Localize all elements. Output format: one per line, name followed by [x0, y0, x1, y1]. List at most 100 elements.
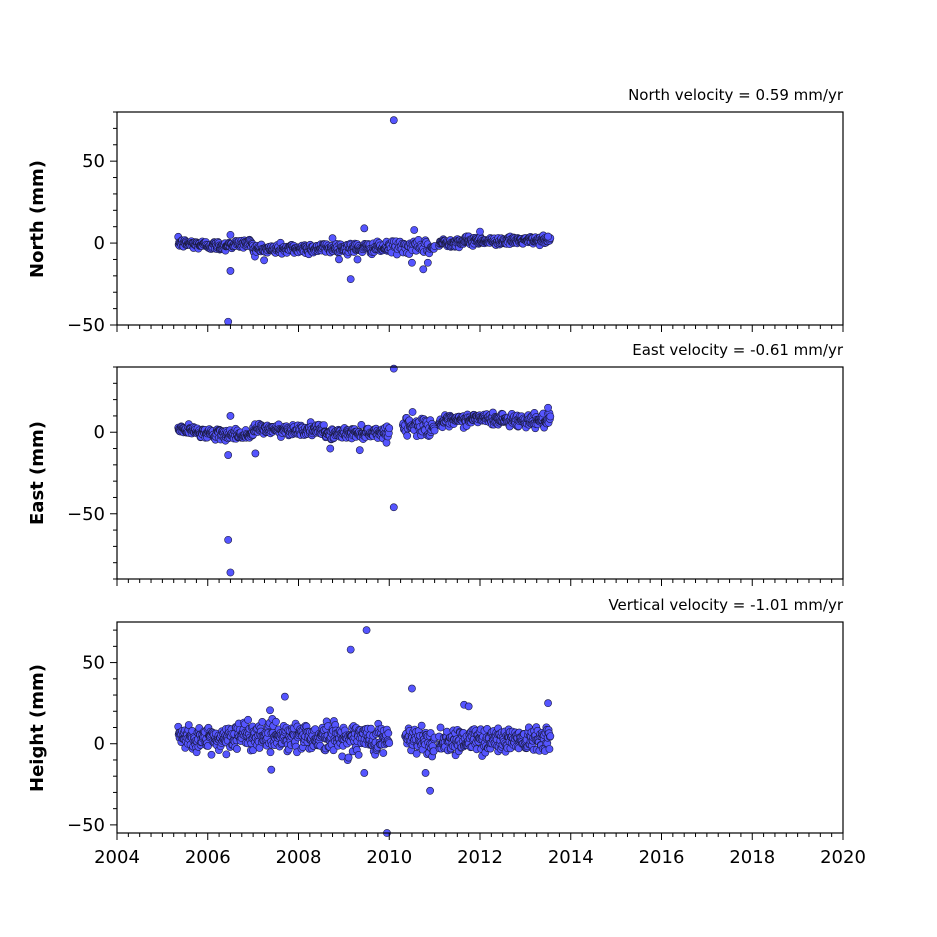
outlier-point	[360, 224, 369, 233]
outlier-point	[389, 503, 398, 512]
x-tick-label: 2020	[820, 847, 866, 868]
x-tick-label: 2016	[639, 847, 685, 868]
data-point	[408, 408, 417, 416]
data-point	[354, 751, 363, 759]
outlier-point	[419, 265, 428, 274]
outlier-point	[423, 258, 432, 267]
outlier-point	[421, 769, 430, 777]
outlier-point	[226, 230, 235, 239]
outlier-point	[226, 412, 235, 420]
outlier-point	[362, 626, 371, 635]
outlier-point	[353, 255, 362, 264]
data-point	[403, 431, 412, 440]
north-velocity-title: North velocity = 0.59 mm/yr	[628, 86, 844, 104]
outlier-point	[346, 645, 355, 654]
data-point	[417, 721, 426, 730]
height-ylabel: Height (mm)	[27, 664, 48, 792]
outlier-point	[226, 568, 235, 577]
data-point	[272, 717, 280, 726]
y-tick-label: 50	[82, 653, 105, 674]
data-point	[385, 739, 394, 748]
height-data-points	[174, 626, 555, 837]
data-point	[412, 749, 421, 758]
north-axes-frame	[116, 111, 844, 326]
data-point	[184, 721, 193, 729]
data-point	[384, 729, 393, 738]
outlier-point	[408, 258, 416, 267]
outlier-point	[346, 275, 355, 284]
data-point	[546, 732, 555, 741]
outlier-point	[464, 702, 473, 711]
outlier-point	[408, 684, 416, 693]
y-tick-label: −50	[67, 315, 105, 336]
y-tick-label: −50	[67, 504, 105, 525]
outlier-point	[355, 446, 364, 455]
data-point	[385, 424, 394, 433]
y-tick-label: 0	[94, 734, 105, 755]
data-point	[430, 426, 439, 435]
x-tick-label: 2018	[729, 847, 775, 868]
x-tick-label: 2014	[548, 847, 594, 868]
data-point	[335, 255, 343, 264]
data-point	[207, 750, 216, 759]
outlier-point	[410, 226, 419, 234]
outlier-point	[360, 769, 369, 777]
outlier-point	[328, 234, 337, 243]
data-point	[367, 724, 375, 733]
data-point	[546, 412, 555, 421]
height-panel: Vertical velocity = -1.01 mm/yr Height (…	[27, 596, 866, 868]
x-tick-label: 2006	[185, 847, 231, 868]
data-point	[357, 420, 366, 429]
data-point	[244, 715, 252, 724]
y-tick-label: 50	[82, 151, 105, 172]
outlier-point	[544, 403, 552, 412]
x-tick-label: 2010	[366, 847, 412, 868]
east-velocity-title: East velocity = -0.61 mm/yr	[632, 341, 844, 359]
height-axes-frame	[116, 621, 844, 834]
outlier-point	[326, 444, 335, 453]
data-point	[266, 748, 275, 757]
height-axis-ticks: 2004 2006 2008 2010 2012 2014 2016 2018 2020 −50 0…	[67, 629, 866, 868]
data-point	[260, 256, 268, 265]
north-axis-ticks: −50 0 50	[67, 111, 844, 336]
y-tick-label: 0	[94, 233, 105, 254]
x-tick-label: 2008	[276, 847, 322, 868]
outlier-point	[224, 535, 233, 544]
north-data-points	[174, 116, 555, 326]
y-tick-label: 0	[94, 422, 105, 443]
data-point	[266, 706, 274, 715]
outlier-point	[476, 227, 484, 236]
outlier-point	[251, 449, 260, 458]
outlier-point	[267, 765, 276, 774]
outlier-point	[280, 692, 289, 701]
east-axis-ticks: −50 0	[67, 366, 844, 586]
data-point	[204, 742, 212, 750]
data-point	[258, 718, 267, 726]
outlier-point	[389, 364, 398, 373]
data-point	[344, 753, 353, 762]
outlier-point	[224, 451, 233, 459]
outlier-point	[544, 232, 552, 241]
data-point	[233, 745, 241, 753]
outlier-point	[426, 786, 434, 795]
data-point	[379, 749, 388, 757]
x-tick-label: 2004	[94, 847, 140, 868]
y-tick-label: −50	[67, 815, 105, 836]
outlier-point	[389, 116, 398, 125]
east-ylabel: East (mm)	[27, 421, 48, 525]
north-panel: North velocity = 0.59 mm/yr North (mm) −…	[27, 86, 844, 336]
east-axes-frame	[116, 366, 844, 580]
data-point	[545, 745, 554, 753]
data-point	[436, 723, 445, 732]
outlier-point	[226, 267, 235, 275]
east-panel: East velocity = -0.61 mm/yr East (mm) −5…	[27, 341, 844, 586]
x-tick-label: 2012	[457, 847, 503, 868]
east-data-points	[174, 364, 555, 577]
outlier-point	[224, 317, 233, 326]
north-ylabel: North (mm)	[27, 160, 48, 278]
data-point	[222, 750, 231, 759]
vertical-velocity-title: Vertical velocity = -1.01 mm/yr	[608, 596, 843, 614]
outlier-point	[544, 699, 552, 708]
